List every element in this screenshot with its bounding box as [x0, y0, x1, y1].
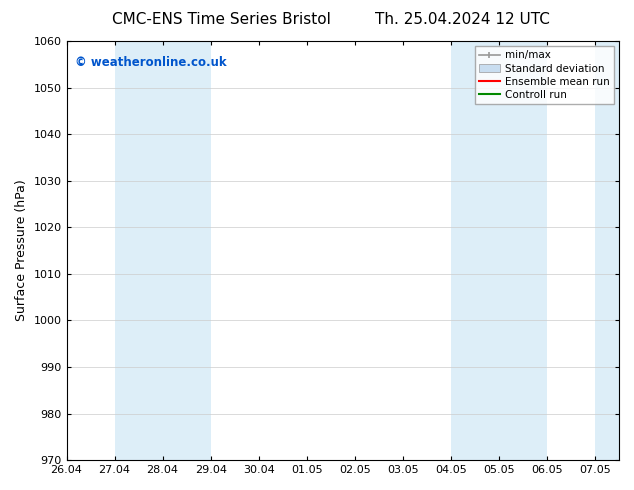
Text: © weatheronline.co.uk: © weatheronline.co.uk [75, 56, 226, 69]
Bar [451, 41, 547, 460]
Text: Th. 25.04.2024 12 UTC: Th. 25.04.2024 12 UTC [375, 12, 550, 27]
Legend: min/max, Standard deviation, Ensemble mean run, Controll run: min/max, Standard deviation, Ensemble me… [475, 46, 614, 104]
Bar [115, 41, 210, 460]
Text: CMC-ENS Time Series Bristol: CMC-ENS Time Series Bristol [112, 12, 332, 27]
Bar [595, 41, 619, 460]
Y-axis label: Surface Pressure (hPa): Surface Pressure (hPa) [15, 180, 28, 321]
